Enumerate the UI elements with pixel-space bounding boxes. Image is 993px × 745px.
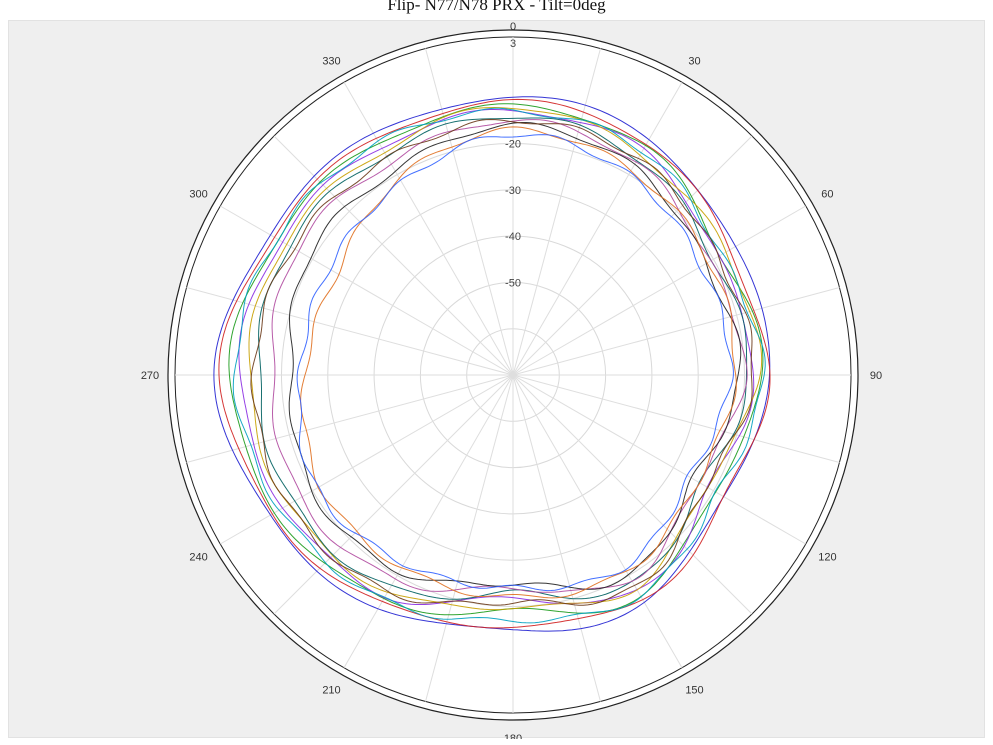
angular-grid-spoke (512, 374, 840, 463)
polar-plot: 0 30 60 90 120 150 180 210 240 270 300 330 3 -20 -30 -4… (141, 21, 882, 739)
angle-tick-label: 30 (688, 56, 700, 68)
angular-grid-spoke (273, 374, 514, 615)
series-line-10 (232, 107, 766, 624)
series-group (213, 96, 771, 632)
angular-grid-spoke (220, 205, 514, 376)
series-line-7 (271, 119, 748, 593)
angular-grid-spoke (343, 82, 514, 376)
radial-tick-label: 3 (510, 38, 516, 50)
angle-tick-label: 330 (322, 56, 340, 68)
angular-grid-spoke (512, 374, 601, 702)
angle-tick-label: 300 (189, 189, 207, 201)
tick-labels: 0 30 60 90 120 150 180 210 240 270 300 330 3 -20 -30 -4… (141, 21, 882, 739)
angle-tick-label: 90 (870, 370, 882, 382)
series-line-12 (296, 134, 734, 592)
radial-tick-label: -30 (505, 185, 521, 197)
series-line-5 (248, 106, 763, 611)
radial-tick-label: -40 (505, 231, 521, 243)
series-line-11 (250, 118, 753, 606)
angular-grid-spoke (425, 48, 514, 376)
angular-grid-spoke (186, 287, 514, 376)
plot-panel: 0 30 60 90 120 150 180 210 240 270 300 330 3 -20 -30 -4… (8, 20, 985, 739)
angular-grid-spoke (512, 48, 601, 376)
angular-grid-spoke (512, 374, 683, 668)
angle-tick-label: 60 (821, 189, 833, 201)
series-line-9 (300, 126, 737, 599)
angle-tick-label: 180 (504, 733, 522, 739)
angular-grid-spoke (343, 374, 514, 668)
angular-grid-spoke (512, 374, 806, 545)
angle-tick-label: 120 (818, 552, 836, 564)
angular-grid-spoke (512, 374, 753, 615)
series-line-2 (218, 98, 771, 629)
grid (175, 37, 851, 713)
radial-tick-label: -20 (505, 139, 521, 151)
angle-tick-label: 270 (141, 370, 159, 382)
angular-grid-spoke (220, 374, 514, 545)
series-line-4 (238, 109, 755, 605)
angular-grid-spoke (512, 287, 840, 376)
angular-grid-spoke (512, 205, 806, 376)
angular-grid-spoke (186, 374, 514, 463)
angular-grid-spoke (512, 82, 683, 376)
angular-grid-spoke (512, 135, 753, 376)
radial-tick-label: -50 (505, 277, 521, 289)
angular-grid-spoke (425, 374, 514, 702)
angle-tick-label: 0 (510, 21, 516, 33)
angle-tick-label: 150 (685, 684, 703, 696)
series-line-1 (213, 96, 771, 632)
angle-tick-label: 240 (189, 552, 207, 564)
angle-tick-label: 210 (322, 684, 340, 696)
chart-title: Flip- N77/N78 PRX - Tilt=0deg (387, 0, 606, 14)
